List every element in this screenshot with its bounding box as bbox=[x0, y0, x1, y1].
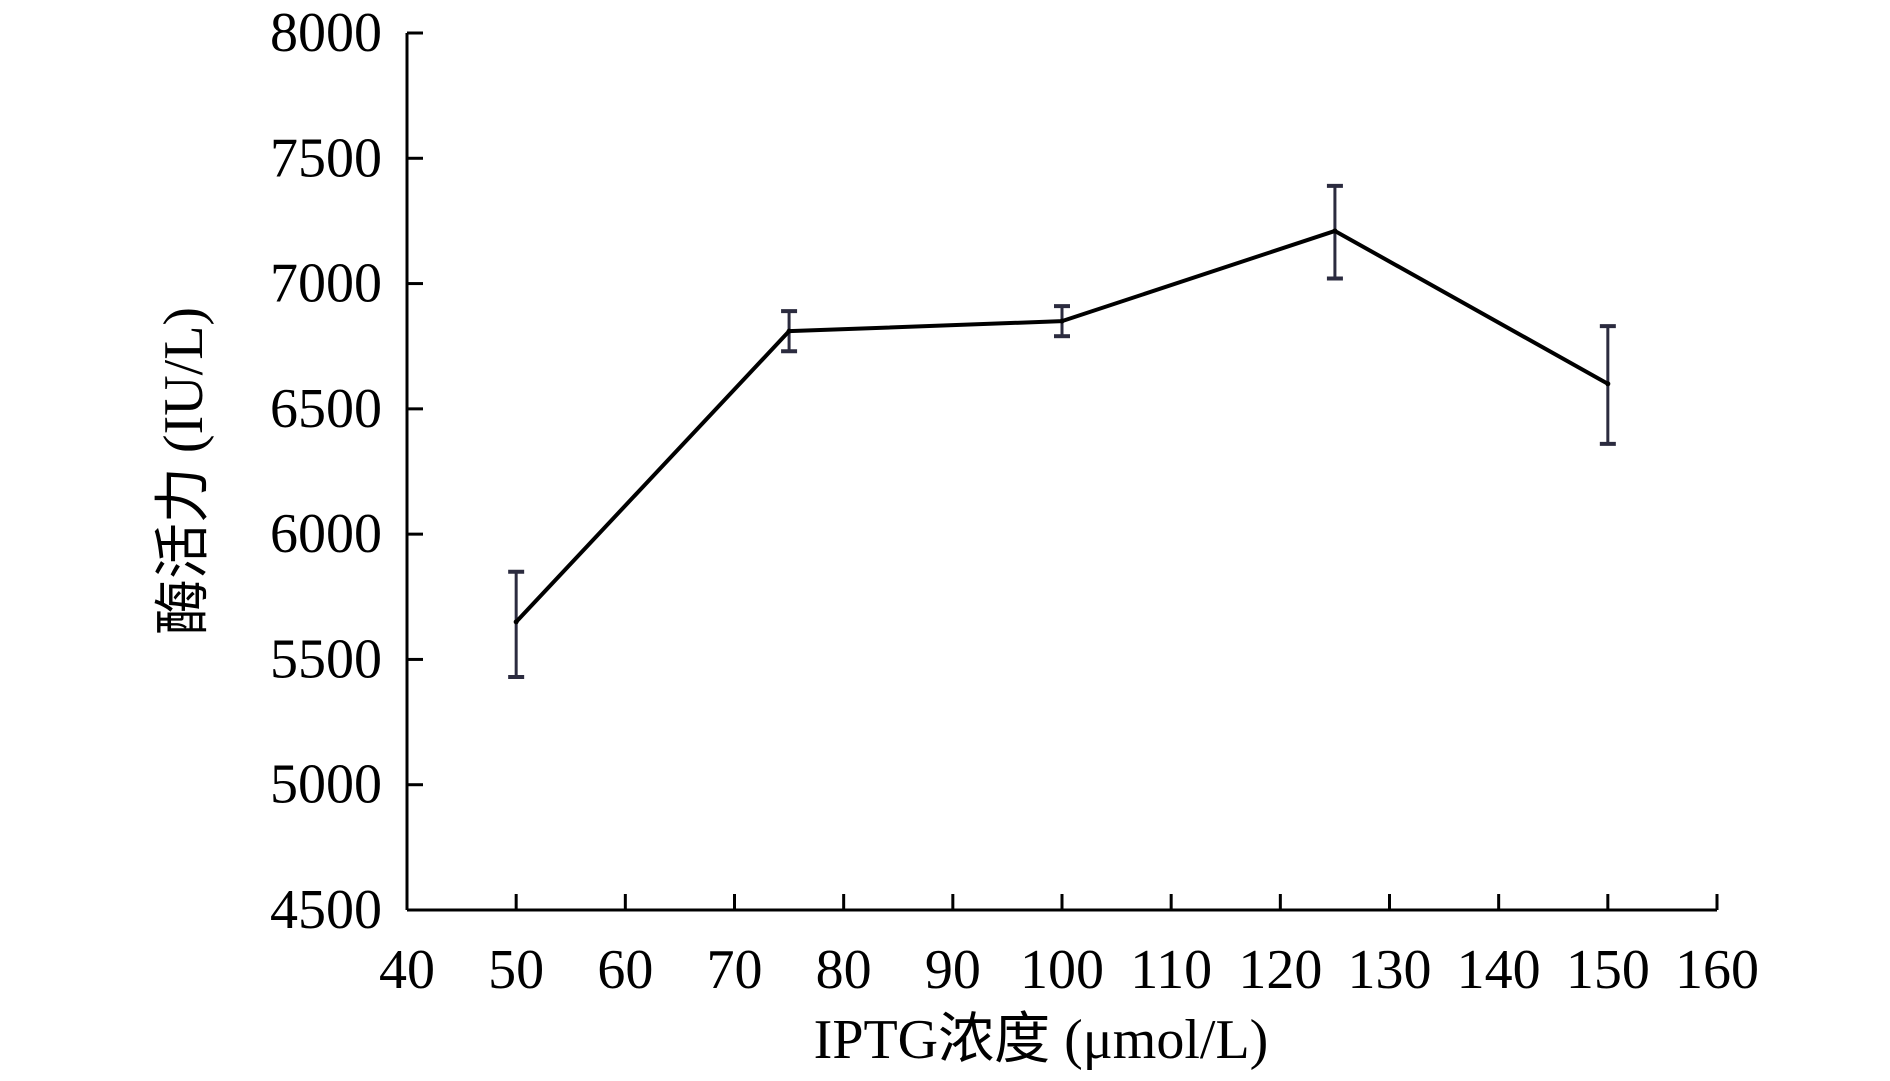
x-tick-label: 40 bbox=[379, 939, 435, 1001]
y-tick-label: 4500 bbox=[270, 879, 382, 941]
x-axis-ticks: 40 50 60 70 80 90 100 110 120 130 140 150 160 bbox=[379, 894, 1759, 1001]
data-point bbox=[1605, 381, 1611, 387]
y-tick-label: 8000 bbox=[270, 2, 382, 64]
data-point bbox=[513, 619, 519, 625]
y-tick-label: 5000 bbox=[270, 754, 382, 816]
data-point bbox=[1332, 228, 1338, 234]
x-tick-label: 90 bbox=[925, 939, 981, 1001]
y-tick-label: 6000 bbox=[270, 503, 382, 565]
x-tick-label: 150 bbox=[1566, 939, 1650, 1001]
data-point bbox=[786, 328, 792, 334]
x-tick-label: 50 bbox=[488, 939, 544, 1001]
x-tick-label: 140 bbox=[1457, 939, 1541, 1001]
y-tick-label: 6500 bbox=[270, 378, 382, 440]
x-tick-label: 110 bbox=[1130, 939, 1212, 1001]
x-tick-label: 130 bbox=[1348, 939, 1432, 1001]
error-bars bbox=[508, 183, 1616, 679]
data-point bbox=[1059, 318, 1065, 324]
x-tick-label: 60 bbox=[597, 939, 653, 1001]
x-tick-label: 70 bbox=[707, 939, 763, 1001]
x-axis-title: IPTG浓度 (μmol/L) bbox=[814, 1009, 1269, 1071]
axes bbox=[405, 33, 1717, 912]
x-tick-label: 80 bbox=[816, 939, 872, 1001]
y-tick-label: 7000 bbox=[270, 253, 382, 315]
y-tick-label: 7500 bbox=[270, 127, 382, 189]
x-tick-label: 120 bbox=[1238, 939, 1322, 1001]
series-line bbox=[514, 228, 1609, 624]
y-axis-title: 酶活力 (IU/L) bbox=[153, 307, 215, 635]
y-axis-ticks: 4500 5000 5500 6000 6500 7000 7500 8000 bbox=[270, 2, 423, 941]
y-tick-label: 5500 bbox=[270, 628, 382, 690]
x-tick-label: 160 bbox=[1675, 939, 1759, 1001]
x-tick-label: 100 bbox=[1020, 939, 1104, 1001]
series bbox=[513, 228, 1611, 625]
